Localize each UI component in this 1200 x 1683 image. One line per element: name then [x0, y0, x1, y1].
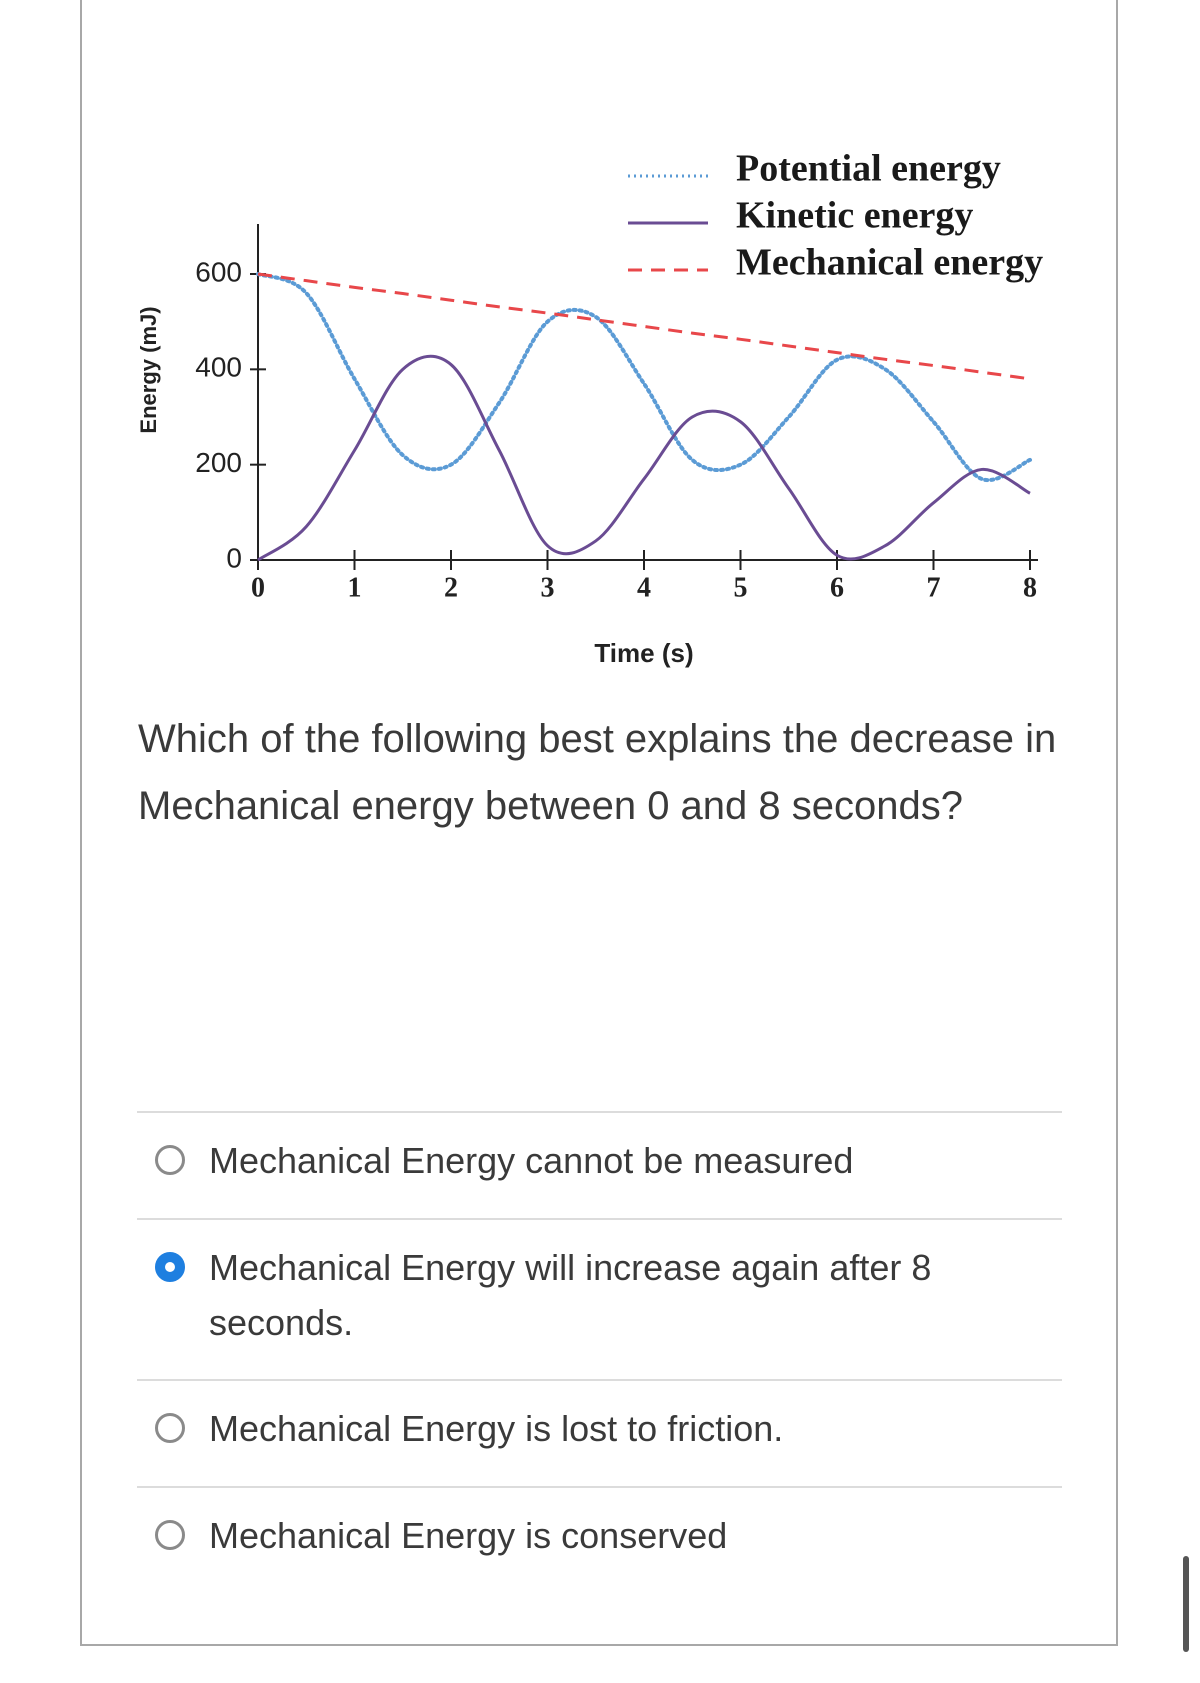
y-tick-label: 0: [226, 542, 242, 573]
separator: [137, 1379, 1062, 1381]
series-line: [257, 354, 1031, 562]
chart: 0 200 400 600 0 1 2 3 4 5 6 7 8 Time (s) Energy (mJ) Po…: [136, 148, 1043, 668]
separator: [137, 1218, 1062, 1220]
option[interactable]: Mechanical Energy is conserved: [150, 1508, 1050, 1563]
x-tick-label: 1: [348, 572, 362, 603]
x-tick-label: 7: [927, 572, 941, 603]
x-tick-label: 2: [444, 572, 458, 603]
y-tick-label: 400: [195, 352, 242, 383]
series-line: [256, 272, 1032, 483]
radio-button[interactable]: [155, 1413, 185, 1443]
y-tick-label: 200: [195, 447, 242, 478]
question-card: [80, 0, 1118, 1646]
x-axis-label: Time (s): [594, 638, 693, 668]
legend-label: Mechanical energy: [736, 242, 1043, 284]
option-text: Mechanical Energy is conserved: [209, 1515, 728, 1556]
x-tick-label: 0: [251, 572, 265, 603]
option-text: Mechanical Energy is lost to friction.: [209, 1408, 784, 1449]
x-tick-label: 4: [637, 572, 651, 603]
radio-button[interactable]: [155, 1252, 185, 1282]
x-tick-label: 5: [734, 572, 748, 603]
radio-button[interactable]: [155, 1520, 185, 1550]
y-axis-label: Energy (mJ): [136, 306, 161, 433]
scrollbar[interactable]: [1183, 1556, 1189, 1652]
y-tick-label: 600: [195, 256, 242, 287]
x-tick-label: 6: [830, 572, 844, 603]
option[interactable]: Mechanical Energy will increase again af…: [150, 1240, 1050, 1350]
option-text: Mechanical Energy cannot be measured: [209, 1140, 854, 1181]
option[interactable]: Mechanical Energy is lost to friction.: [150, 1401, 1050, 1456]
radio-button[interactable]: [155, 1145, 185, 1175]
x-tick-label: 3: [541, 572, 555, 603]
option-text: Mechanical Energy will increase again af…: [209, 1247, 932, 1343]
legend-label: Potential energy: [736, 148, 1001, 190]
separator: [137, 1111, 1062, 1113]
legend-label: Kinetic energy: [736, 195, 973, 237]
question-text: Which of the following best explains the…: [138, 717, 1057, 828]
separator: [137, 1486, 1062, 1488]
option[interactable]: Mechanical Energy cannot be measured: [150, 1133, 1050, 1188]
x-tick-label: 8: [1023, 572, 1037, 603]
series-line: [257, 272, 1031, 381]
